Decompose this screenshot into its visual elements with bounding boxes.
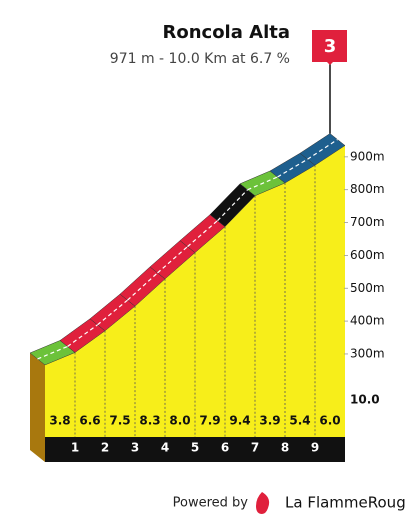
gradient-label: 7.9 — [199, 414, 220, 428]
gradient-label: 3.9 — [259, 414, 280, 428]
climb-number: 3 — [324, 36, 337, 57]
y-tick-label: 700m — [350, 215, 385, 229]
flag — [312, 30, 347, 65]
x-tick-label: 4 — [161, 441, 169, 455]
y-tick-label: 900m — [350, 149, 385, 163]
x-tick-label: 3 — [131, 441, 139, 455]
chart-title: Roncola Alta — [162, 22, 290, 43]
x-tick-label: 1 — [71, 441, 79, 455]
gradient-label: 6.0 — [319, 414, 340, 428]
gradient-label: 7.5 — [109, 414, 130, 428]
x-tick-label: 6 — [221, 441, 229, 455]
center-dash — [217, 189, 248, 222]
front-face — [45, 145, 345, 438]
distance-label: 10.0 — [350, 393, 380, 407]
logo-flame — [256, 492, 270, 514]
center-dash — [307, 139, 338, 160]
gradient-label: 9.4 — [229, 414, 250, 428]
x-tick-label: 5 — [191, 441, 199, 455]
x-tick-label: 7 — [251, 441, 259, 455]
gradient-label: 5.4 — [289, 414, 310, 428]
y-tick-label: 300m — [350, 346, 385, 360]
chart-subtitle: 971 m - 10.0 Km at 6.7 % — [110, 51, 290, 67]
x-tick-label: 8 — [281, 441, 289, 455]
center-dash — [247, 176, 278, 191]
center-dash — [67, 324, 98, 347]
side-face — [30, 352, 45, 462]
y-tick-label: 500m — [350, 281, 385, 295]
y-tick-label: 400m — [350, 314, 385, 328]
x-tick-label: 2 — [101, 441, 109, 455]
gradient-label: 3.8 — [49, 414, 70, 428]
gradient-label: 8.3 — [139, 414, 160, 428]
powered-by: Powered by — [173, 496, 249, 511]
plot: 3.8 6.6 7.5 8.3 8.0 7.9 9.4 3.9 5.4 6.0 1 2 3 4 5 6 7 8 9 1… — [29, 30, 385, 462]
x-tick-label: 9 — [311, 441, 319, 455]
y-tick-label: 600m — [350, 248, 385, 262]
center-dash — [277, 158, 308, 178]
brand: La FlammeRouge — [285, 494, 405, 512]
center-dash — [37, 345, 68, 360]
base-band — [45, 437, 345, 462]
gradient-label: 8.0 — [169, 414, 190, 428]
gradient-label: 6.6 — [79, 414, 100, 428]
y-tick-label: 800m — [350, 182, 385, 196]
